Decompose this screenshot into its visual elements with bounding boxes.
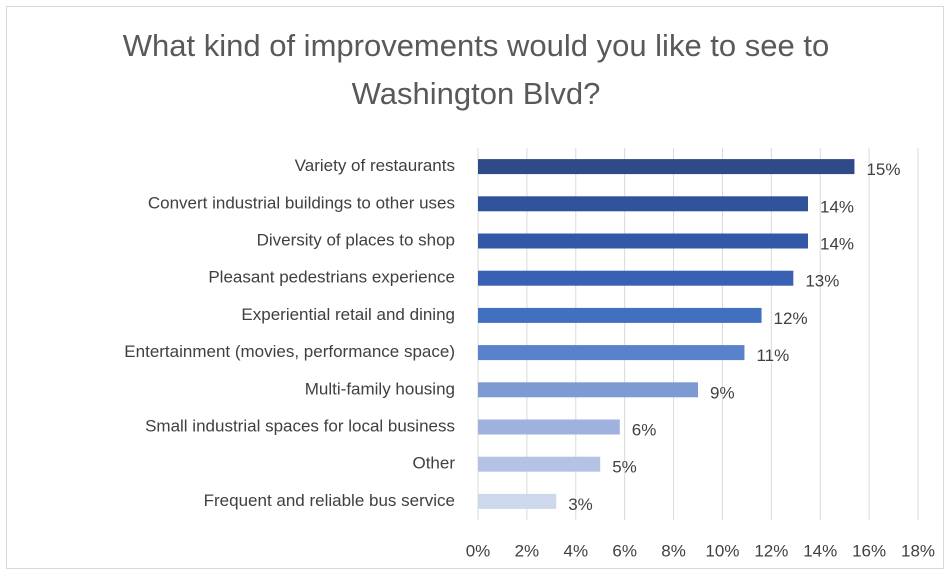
bar — [478, 159, 855, 175]
data-label: 14% — [820, 234, 854, 253]
data-label: 15% — [866, 160, 900, 179]
x-tick-label: 10% — [705, 541, 739, 560]
data-label: 6% — [632, 420, 657, 439]
y-tick-label: Diversity of places to shop — [257, 230, 455, 249]
y-tick-label: Variety of restaurants — [295, 156, 455, 175]
y-tick-label: Small industrial spaces for local busine… — [145, 416, 455, 435]
y-tick-label: Convert industrial buildings to other us… — [148, 193, 455, 212]
x-tick-label: 18% — [901, 541, 935, 560]
chart-frame — [6, 6, 944, 569]
data-label: 5% — [612, 458, 637, 477]
x-tick-label: 12% — [754, 541, 788, 560]
bar — [478, 493, 557, 509]
bar — [478, 345, 745, 361]
bar — [478, 270, 794, 286]
bar — [478, 419, 620, 435]
data-label: 13% — [805, 272, 839, 291]
y-tick-label: Other — [412, 454, 455, 473]
data-label: 3% — [568, 495, 593, 514]
y-tick-label: Entertainment (movies, performance space… — [124, 342, 455, 361]
bar — [478, 307, 762, 323]
data-label: 11% — [756, 346, 789, 365]
y-tick-label: Multi-family housing — [305, 379, 455, 398]
x-tick-label: 4% — [563, 541, 588, 560]
x-tick-label: 0% — [466, 541, 491, 560]
chart-title: What kind of improvements would you like… — [122, 28, 830, 111]
bar — [478, 196, 808, 212]
x-tick-label: 6% — [612, 541, 637, 560]
x-tick-label: 2% — [515, 541, 540, 560]
y-tick-label: Experiential retail and dining — [241, 305, 455, 324]
data-label: 9% — [710, 383, 735, 402]
data-label: 14% — [820, 197, 854, 216]
data-label: 12% — [774, 309, 808, 328]
x-tick-label: 14% — [803, 541, 837, 560]
y-tick-label: Pleasant pedestrians experience — [208, 268, 455, 287]
bar — [478, 233, 808, 249]
y-tick-label: Frequent and reliable bus service — [204, 491, 455, 510]
bar — [478, 456, 601, 472]
x-tick-label: 8% — [661, 541, 686, 560]
x-tick-label: 16% — [852, 541, 886, 560]
bar — [478, 382, 698, 398]
